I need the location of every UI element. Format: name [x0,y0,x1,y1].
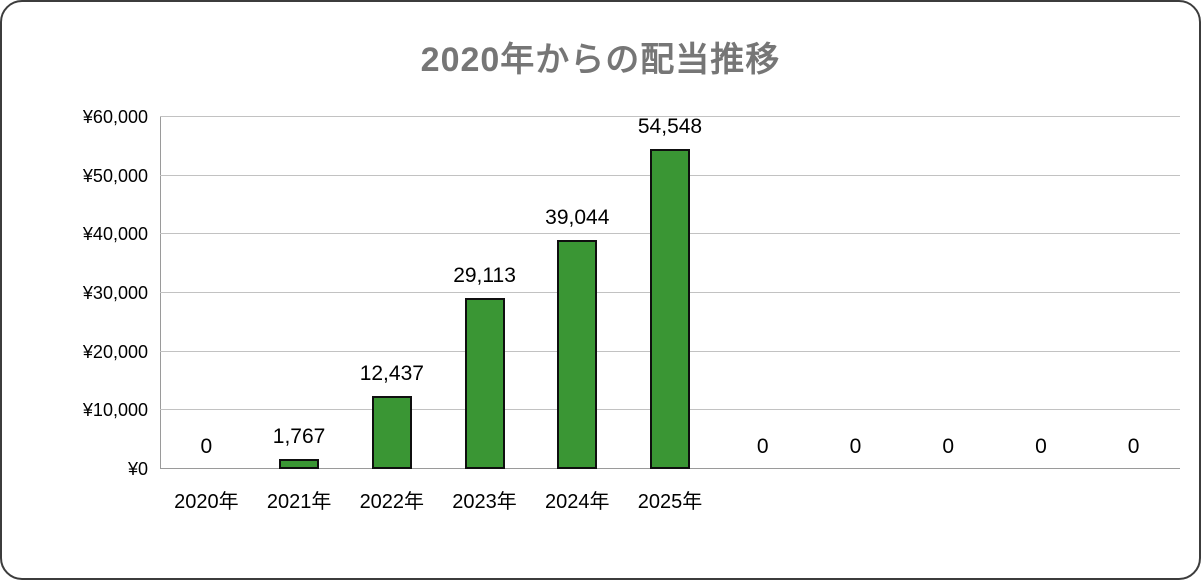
data-label: 0 [1035,435,1047,458]
y-tick-label: ¥50,000 [82,165,148,186]
y-tick-label: ¥60,000 [82,107,148,127]
data-label: 0 [942,435,955,458]
y-tick-label: ¥40,000 [82,224,148,245]
y-tick-label: ¥20,000 [82,341,148,362]
y-axis-line [160,117,161,469]
data-label: 39,044 [545,205,610,229]
data-label: 12,437 [359,362,424,386]
y-tick-label: ¥30,000 [82,283,148,303]
y-tick-label: ¥10,000 [82,400,148,421]
data-label: 54,548 [637,115,703,138]
gridline [160,116,1180,117]
x-tick-label: 2022年 [359,491,425,513]
x-tick-label: 2024年 [545,491,610,513]
x-tick-label: 2021年 [266,491,332,513]
data-label: 1,767 [272,424,326,448]
x-tick-label: 2020年 [174,491,239,513]
data-label: 0 [1127,435,1140,458]
y-tick-label: ¥0 [127,459,148,479]
data-label: 0 [849,435,862,458]
bar [464,298,505,469]
x-tick-label: 2025年 [637,491,703,513]
x-tick-label: 2023年 [452,491,517,513]
x-axis-labels: 2020年 2021年 2022年 2023年 2024年 2025年 [160,492,1180,518]
plot-area: 0 1,767 12,437 29,113 39,044 54,548 0 0 0 0 0 [160,115,1180,469]
data-label: 0 [756,435,769,458]
y-axis-labels: ¥60,000 ¥50,000 ¥40,000 ¥30,000 ¥20,000 ¥10,0… [2,108,148,478]
bar [557,239,598,469]
chart-title: 2020年からの配当推移 [420,41,781,79]
bar [371,396,412,469]
data-label: 0 [200,435,213,458]
bar [279,458,320,469]
bar [650,149,690,469]
data-label: 29,113 [453,264,516,288]
